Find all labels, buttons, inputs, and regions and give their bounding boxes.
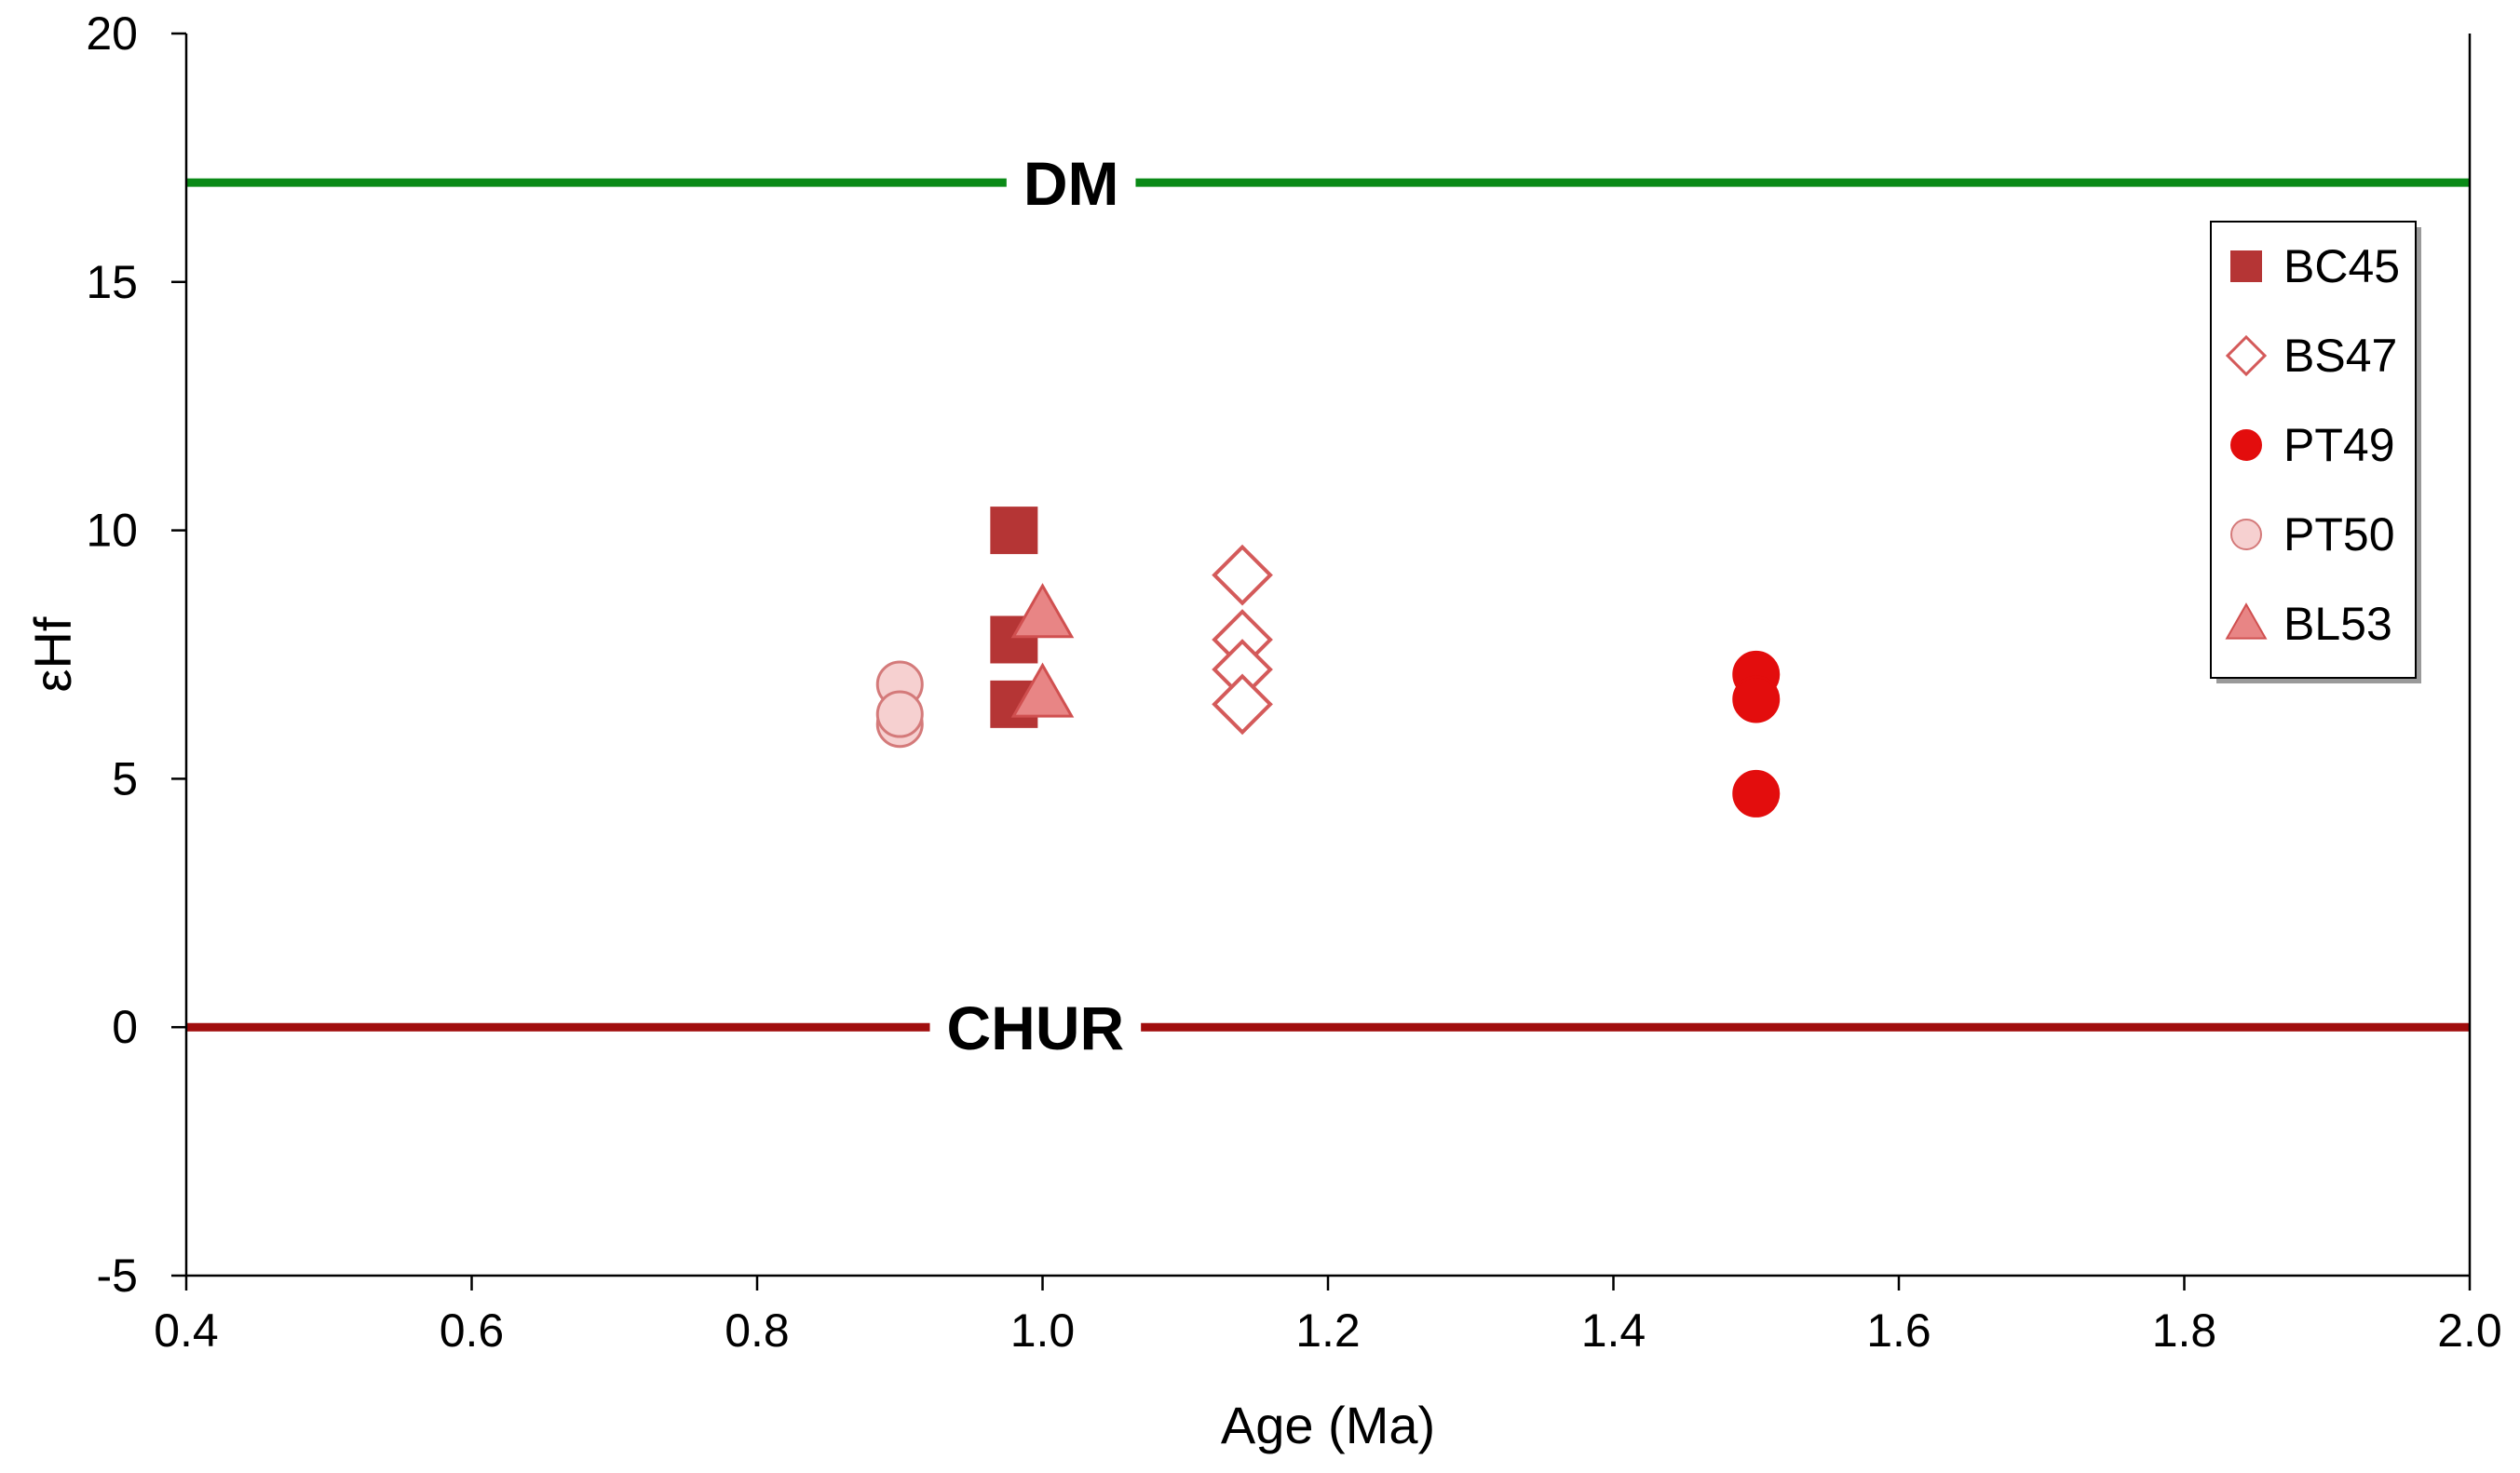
x-tick-label: 0.6	[440, 1304, 505, 1357]
legend-label: BL53	[2283, 598, 2392, 650]
legend-marker	[2230, 250, 2262, 282]
y-tick-label: 20	[86, 7, 138, 60]
legend-marker	[2230, 429, 2262, 461]
y-tick-label: 15	[86, 256, 138, 308]
data-points	[875, 507, 1781, 818]
data-point	[875, 690, 924, 738]
x-tick-label: 1.8	[2152, 1304, 2217, 1357]
legend-marker	[2230, 519, 2262, 550]
data-point	[1732, 675, 1781, 723]
legend: BC45 BS47 PT49 PT50 BL53	[2210, 221, 2421, 683]
x-tick-label: 0.8	[725, 1304, 790, 1357]
legend-label: PT50	[2283, 508, 2395, 561]
data-point	[1010, 662, 1075, 718]
plot-background	[186, 34, 2470, 1276]
legend-marker	[2225, 334, 2268, 377]
y-tick-label: 0	[112, 1001, 138, 1053]
data-point	[1212, 544, 1273, 606]
series-bs47	[1212, 544, 1273, 736]
x-tick-label: 0.4	[154, 1304, 219, 1357]
x-axis-title: Age (Ma)	[1221, 1396, 1435, 1454]
series-bl53	[1010, 583, 1075, 718]
legend-label: BS47	[2283, 330, 2397, 382]
data-point	[1732, 769, 1781, 818]
data-point	[1010, 583, 1075, 639]
x-tick-label: 1.4	[1581, 1304, 1646, 1357]
x-ticks: 0.4 0.6 0.8 1.0 1.2 1.4 1.6 1.8 2.0	[154, 1276, 2502, 1357]
x-tick-label: 2.0	[2437, 1304, 2502, 1357]
reference-label-dm: DM	[1023, 149, 1119, 218]
y-ticks: -5 0 5 10 15 20	[86, 7, 186, 1302]
reference-label-gap	[929, 1016, 1142, 1039]
y-tick-label: 5	[112, 752, 138, 804]
legend-marker	[2225, 602, 2268, 640]
reference-lines: DM CHUR	[186, 149, 2470, 1062]
data-point	[1212, 673, 1273, 736]
series-pt50	[875, 660, 924, 749]
reference-label-gap	[1006, 171, 1136, 195]
y-tick-label: -5	[97, 1250, 138, 1302]
x-tick-label: 1.6	[1866, 1304, 1931, 1357]
x-tick-label: 1.2	[1295, 1304, 1361, 1357]
data-point	[990, 507, 1038, 555]
series-pt49	[1732, 650, 1781, 818]
y-axis-title: εHf	[23, 616, 82, 692]
legend-label: PT49	[2283, 419, 2395, 471]
x-tick-label: 1.0	[1010, 1304, 1076, 1357]
reference-label-chur: CHUR	[947, 993, 1125, 1062]
legend-label: BC45	[2283, 240, 2400, 292]
y-tick-label: 10	[86, 505, 138, 557]
